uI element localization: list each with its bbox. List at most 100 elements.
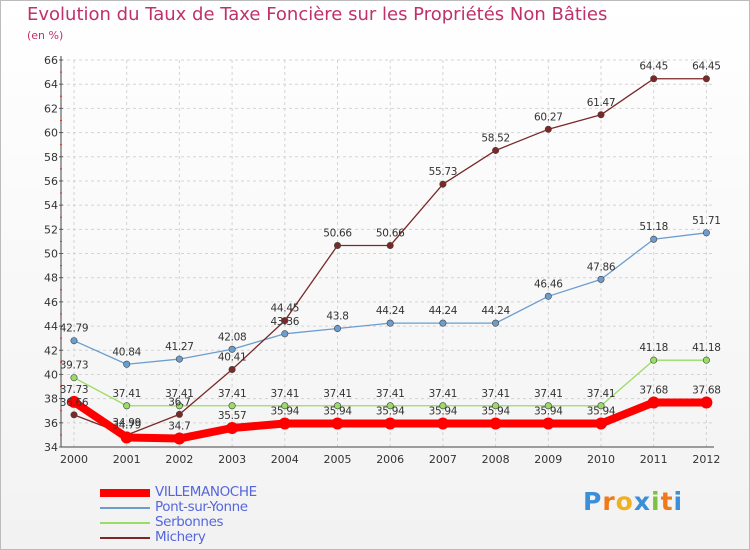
x-tick-label: 2012 (692, 453, 720, 466)
point-serbonnes (281, 402, 289, 410)
data-label-pont-sur-yonne: 44.24 (481, 305, 510, 317)
data-label-pont-sur-yonne: 41.27 (165, 341, 194, 353)
data-label-pont-sur-yonne: 44.24 (376, 305, 405, 317)
y-tick-label: 38 (44, 393, 58, 406)
point-michery (386, 242, 394, 250)
legend-item-serbonnes: Serbonnes (100, 514, 360, 531)
legend-item-michery: Michery (100, 529, 360, 546)
legend-label-pont-sur-yonne: Pont-sur-Yonne (155, 499, 248, 515)
y-tick-label: 36 (44, 417, 58, 430)
point-pont-sur-yonne (492, 319, 500, 327)
data-label-pont-sur-yonne: 40.84 (112, 346, 141, 358)
x-tick-label: 2008 (482, 453, 510, 466)
point-villemanoche (542, 417, 555, 430)
data-label-villemanoche: 35.94 (323, 406, 352, 418)
point-pont-sur-yonne (439, 319, 447, 327)
point-michery (597, 111, 605, 119)
data-label-michery: 40.41 (218, 351, 247, 363)
data-label-pont-sur-yonne: 42.79 (60, 323, 89, 335)
point-michery (492, 146, 500, 154)
chart-title: Evolution du Taux de Taxe Foncière sur l… (27, 4, 608, 25)
data-label-serbonnes: 37.41 (165, 388, 194, 400)
y-tick-label: 60 (44, 127, 58, 140)
data-label-serbonnes: 37.41 (323, 388, 352, 400)
x-tick-label: 2003 (218, 453, 246, 466)
data-label-michery: 61.47 (587, 97, 616, 109)
point-villemanoche (278, 417, 291, 430)
point-pont-sur-yonne (386, 319, 394, 327)
point-villemanoche (173, 432, 186, 445)
point-michery (228, 365, 236, 373)
x-tick-label: 2000 (60, 453, 88, 466)
point-villemanoche (595, 417, 607, 430)
data-label-serbonnes: 37.41 (587, 388, 616, 400)
point-michery (544, 125, 552, 133)
data-label-villemanoche: 35.94 (534, 406, 563, 418)
point-villemanoche (647, 396, 660, 409)
data-label-villemanoche: 37.73 (60, 384, 89, 396)
point-michery (439, 180, 447, 188)
data-label-michery: 36.66 (60, 397, 89, 409)
data-label-serbonnes: 37.41 (112, 388, 141, 400)
point-pont-sur-yonne (597, 275, 605, 283)
logo-letter: x (633, 487, 651, 516)
series-lines (68, 75, 713, 445)
y-tick-label: 62 (44, 102, 58, 115)
point-serbonnes (492, 402, 500, 410)
point-michery (281, 317, 289, 325)
data-label-pont-sur-yonne: 51.71 (692, 215, 721, 227)
x-tick-label: 2010 (587, 453, 615, 466)
proxiti-logo: Proxiti (583, 487, 683, 516)
point-villemanoche (436, 417, 449, 430)
logo-letter: P (583, 487, 603, 516)
point-pont-sur-yonne (702, 229, 710, 237)
legend-label-villemanoche: VILLEMANOCHE (155, 484, 257, 500)
data-label-serbonnes: 41.18 (692, 342, 721, 354)
data-label-pont-sur-yonne: 43.8 (326, 310, 348, 322)
data-label-pont-sur-yonne: 46.46 (534, 278, 563, 290)
data-label-michery: 58.52 (481, 132, 510, 144)
point-serbonnes (228, 402, 236, 410)
point-michery (175, 410, 183, 418)
point-pont-sur-yonne (70, 337, 78, 345)
point-serbonnes (175, 402, 183, 410)
legend: VILLEMANOCHE Pont-sur-Yonne Serbonnes Mi… (100, 484, 360, 546)
data-label-michery: 55.73 (429, 166, 458, 178)
x-tick-label: 2001 (113, 453, 141, 466)
data-label-villemanoche: 37.68 (692, 384, 721, 396)
point-serbonnes (439, 402, 447, 410)
data-label-villemanoche: 35.94 (376, 406, 405, 418)
point-serbonnes (333, 402, 341, 410)
point-pont-sur-yonne (281, 330, 289, 338)
data-label-villemanoche: 35.94 (271, 406, 300, 418)
y-tick-label: 64 (44, 78, 58, 91)
point-pont-sur-yonne (228, 345, 236, 353)
data-label-serbonnes: 39.73 (60, 360, 89, 372)
data-label-villemanoche: 34.7 (168, 421, 190, 433)
data-label-villemanoche: 35.94 (429, 406, 458, 418)
unit-label: (en %) (27, 29, 64, 42)
data-label-michery: 36.7 (168, 396, 190, 408)
data-label-michery: 34.99 (112, 417, 141, 429)
data-label-serbonnes: 37.41 (481, 388, 510, 400)
legend-swatch-pont-sur-yonne (100, 507, 150, 509)
point-serbonnes (123, 402, 131, 410)
point-villemanoche (331, 417, 344, 430)
y-tick-label: 42 (44, 344, 58, 357)
y-tick-label: 44 (44, 320, 58, 333)
point-villemanoche (700, 396, 713, 409)
point-michery (70, 411, 78, 419)
point-pont-sur-yonne (333, 324, 341, 332)
data-label-serbonnes: 37.41 (534, 388, 563, 400)
data-label-michery: 50.66 (376, 228, 405, 240)
data-labels: 37.73 34.79 34.7 35.57 35.94 35.94 35.94 35.94 3… (60, 61, 721, 433)
y-tick-label: 46 (44, 296, 58, 309)
y-tick-label: 54 (44, 199, 58, 212)
axes: 34 36 38 40 42 44 46 48 50 52 54 56 58 60 62 64 66 2000 20… (44, 54, 720, 466)
data-label-michery: 44.45 (271, 303, 300, 315)
point-serbonnes (386, 402, 394, 410)
data-label-villemanoche: 35.57 (218, 410, 247, 422)
x-tick-label: 2011 (640, 453, 668, 466)
